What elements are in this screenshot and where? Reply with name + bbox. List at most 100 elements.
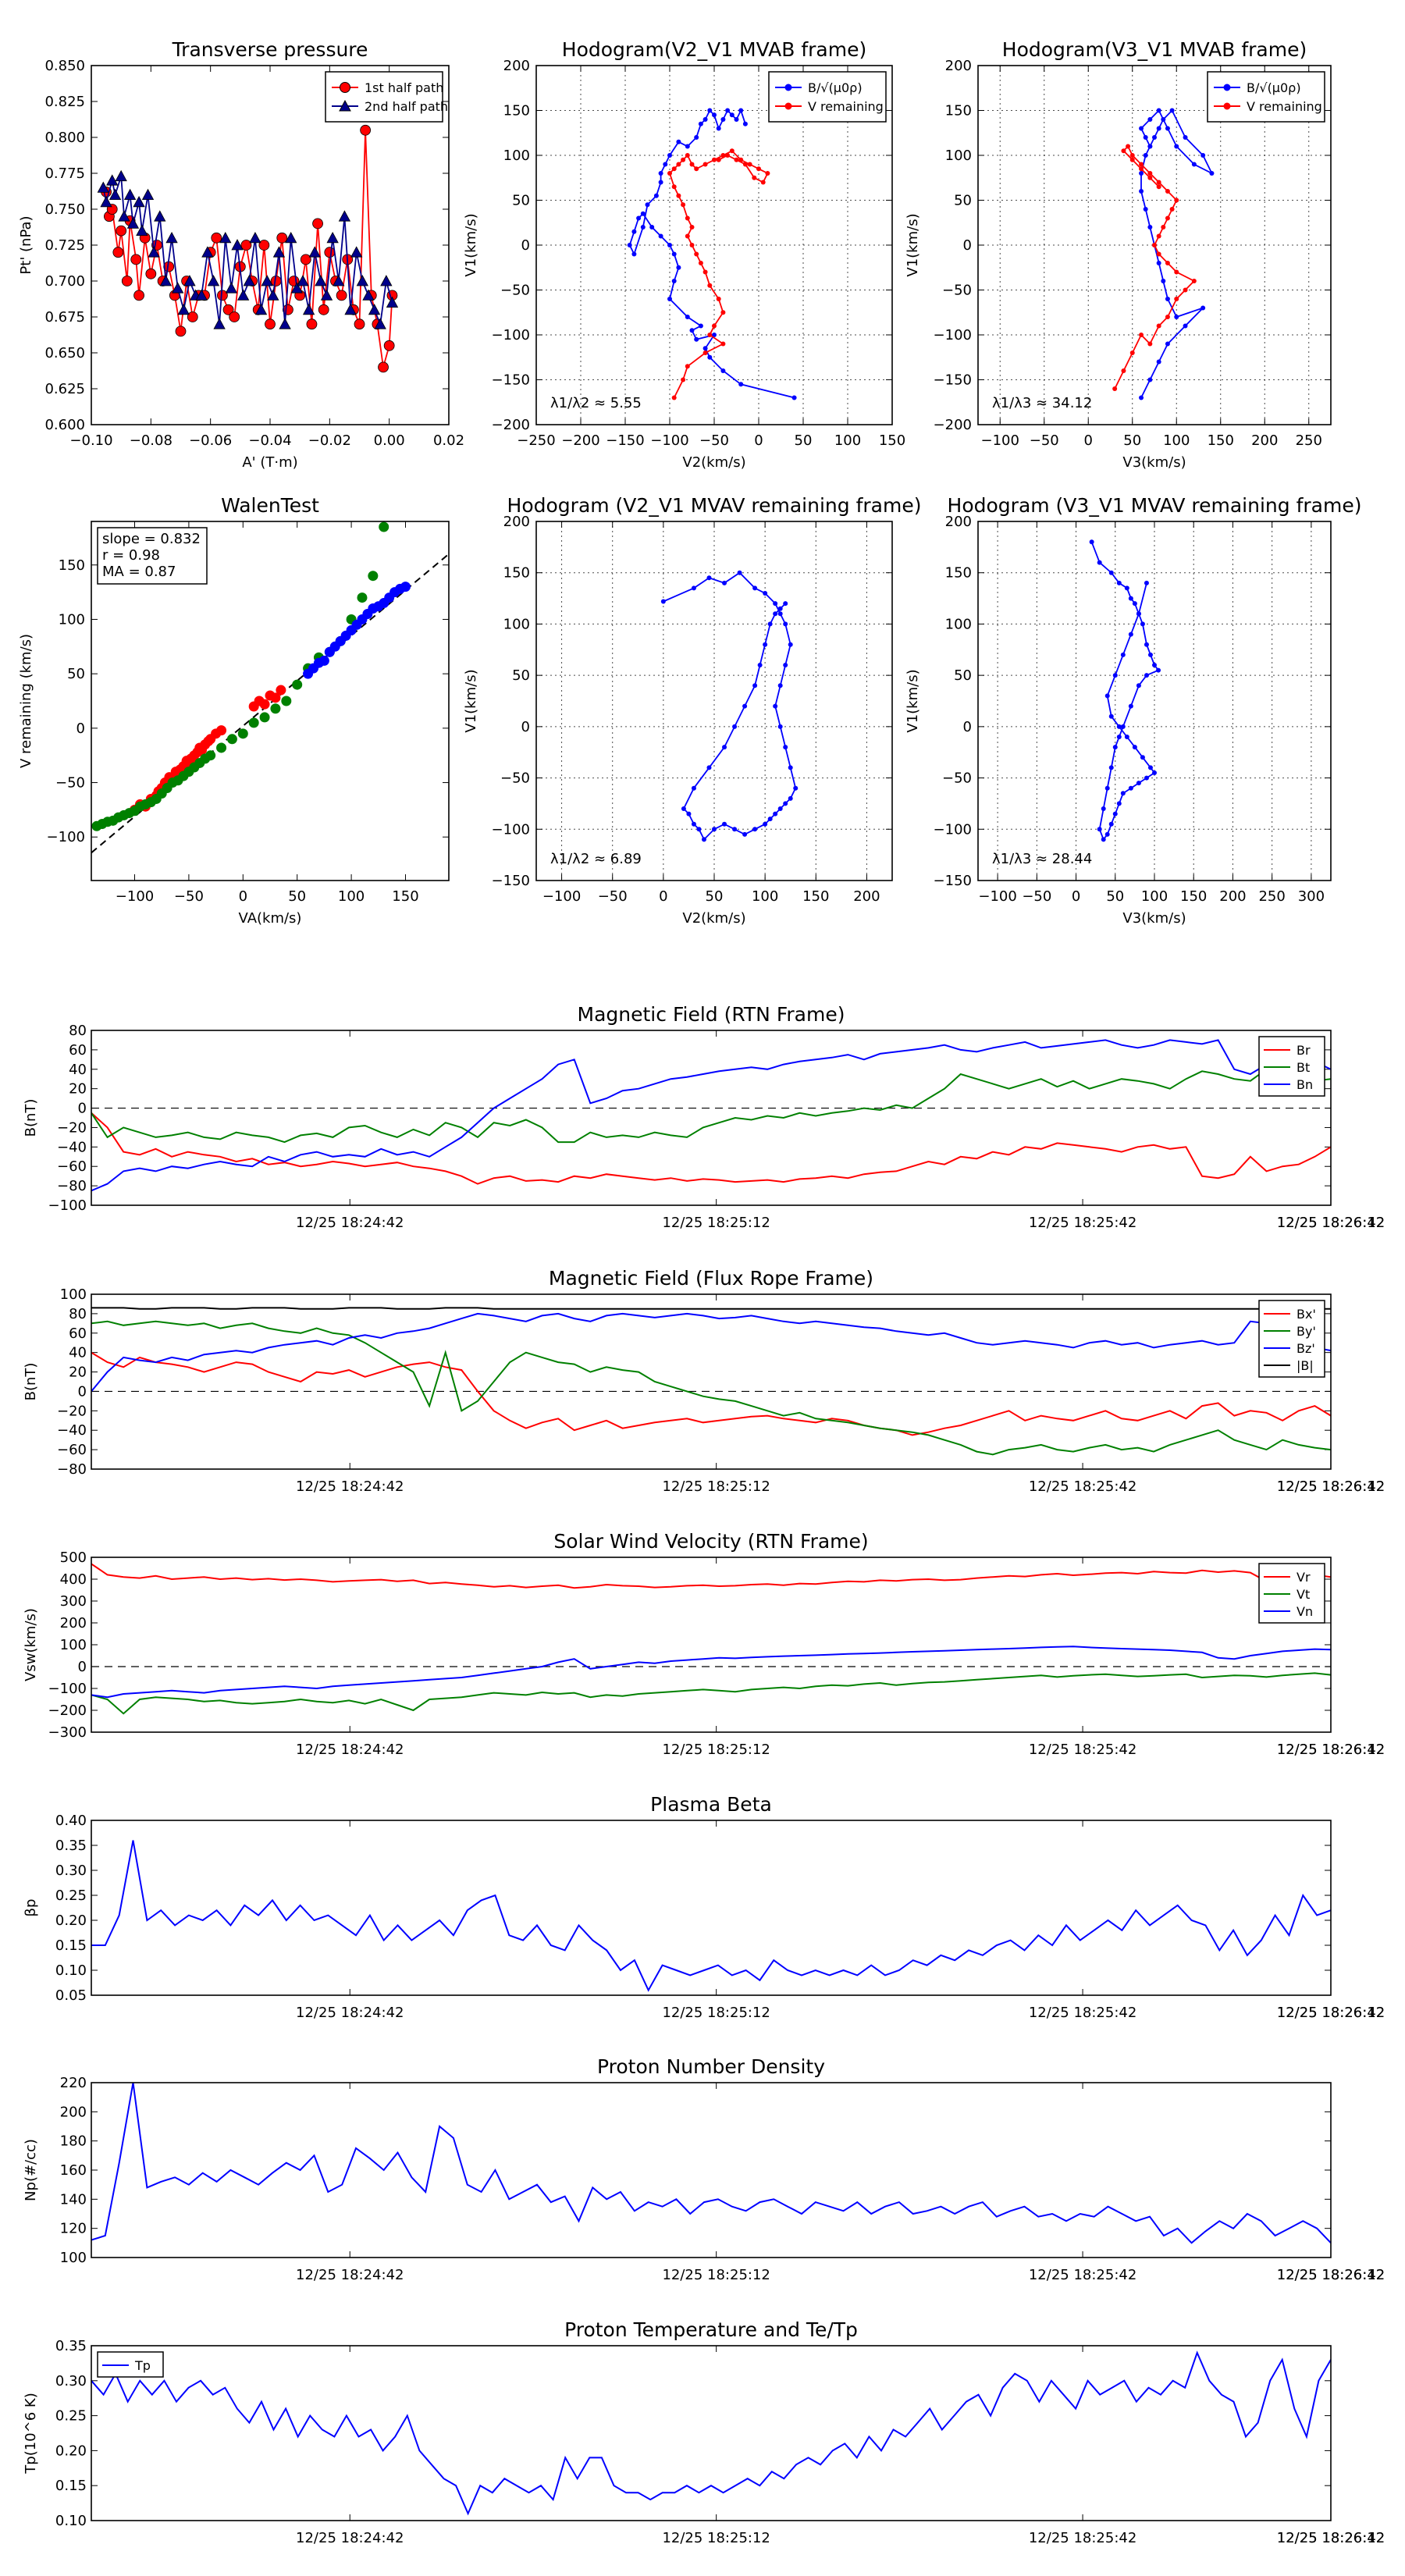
y-tick-label: 0.10 [55,1962,87,1979]
data-point [1183,287,1188,293]
data-point [338,210,351,222]
data-point [281,696,292,706]
data-point [118,210,130,222]
data-point [1139,166,1144,172]
x-tick-label: −250 [517,432,555,449]
plot-frame [91,1820,1332,1996]
y-tick-label: 0 [78,1659,87,1675]
data-point [123,188,137,201]
y-tick-label: −200 [934,417,972,433]
plot-area [1089,539,1161,842]
y-tick-label: 80 [69,1023,87,1039]
data-point [1183,135,1188,140]
data-point [752,585,758,591]
series-v-remaining [1089,539,1161,842]
data-point [136,224,148,237]
data-point [240,240,252,251]
data-point [344,303,357,315]
data-point [788,795,793,801]
y-tick-label: −200 [48,1703,87,1719]
y-tick-label: 0 [76,720,85,737]
data-point [229,311,240,322]
x-tick-label: 12/25 18:26:12 [1277,1478,1385,1495]
data-point [691,821,696,827]
data-point [742,162,748,167]
data-point [1116,801,1122,806]
panel-title: Proton Number Density [597,2055,825,2078]
y-tick-label: 0.15 [55,2478,87,2494]
data-point [1101,806,1106,811]
legend-label: Tp [134,2358,151,2373]
plot-frame [91,521,450,881]
y-tick-label: 0.650 [44,345,85,361]
y-tick-label: 20 [69,1081,87,1098]
y-axis-label: V1(km/s) [463,213,479,276]
data-point [1144,775,1149,781]
y-tick-label: 200 [503,58,530,74]
data-point [752,827,758,832]
data-point [742,703,748,709]
y-tick-label: 80 [69,1306,87,1322]
data-point [360,124,372,136]
panel-title: Magnetic Field (RTN Frame) [578,1003,845,1026]
y-tick-label: 0.750 [44,201,85,218]
y-tick-label: 120 [60,2221,87,2237]
data-point [707,354,713,360]
data-point [1165,215,1170,221]
data-point [326,231,339,244]
stats-line: MA = 0.87 [102,564,176,580]
x-tick-label: −50 [1022,888,1051,905]
data-point [1165,261,1170,265]
data-point [1165,315,1170,319]
data-point [698,323,703,329]
data-point [773,811,778,817]
legend-label: Vr [1297,1570,1311,1585]
data-point [1132,745,1137,750]
data-point [378,361,389,373]
data-point [681,377,686,382]
data-point [732,724,738,729]
data-point [702,269,708,275]
x-tick-label: 12/25 18:24:42 [296,1478,404,1495]
x-tick-label: −50 [598,888,628,905]
data-point [126,217,140,229]
data-point [368,571,379,582]
y-axis-label: B(nT) [23,1363,39,1401]
y-tick-label: −50 [500,283,530,299]
data-point [297,275,309,286]
data-point [1169,108,1175,113]
x-tick-label: 0 [1084,432,1093,449]
y-tick-label: 0.25 [55,2408,87,2425]
legend-label: Bt [1297,1060,1310,1075]
y-tick-label: 0.725 [44,237,85,254]
plot-area [1112,108,1215,400]
data-point [222,304,234,315]
x-tick-label: 150 [392,888,418,905]
y-tick-label: 0.05 [55,1987,87,2004]
data-point [777,806,783,811]
series-line-vr [91,1563,1331,1589]
series-line [628,109,795,399]
data-point [671,251,677,257]
data-point [1147,175,1153,180]
x-tick-label: 50 [706,888,724,905]
y-axis-label: Tp(10^6 K) [23,2393,39,2474]
data-point [631,251,637,257]
data-point [1183,323,1188,329]
data-point [237,289,250,301]
legend-label: Vn [1297,1604,1313,1619]
data-point [1143,135,1148,140]
data-point [783,801,788,806]
plot-frame [91,1557,1332,1733]
y-tick-label: −80 [57,1178,87,1194]
data-point [698,261,703,265]
panel-title: Magnetic Field (Flux Rope Frame) [549,1267,873,1290]
data-point [640,225,646,229]
y-tick-label: −100 [47,829,85,845]
data-point [777,606,783,611]
series-line [668,150,769,398]
plot-frame [91,1293,1332,1470]
x-tick-label: −200 [561,432,599,449]
y-tick-label: 0.700 [44,273,85,290]
